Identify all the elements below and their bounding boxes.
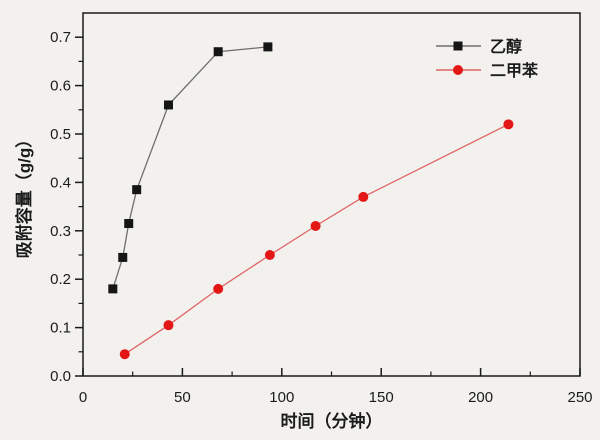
series-2-point — [358, 191, 369, 202]
y-tick-label: 0.5 — [50, 126, 71, 143]
x-tick-label: 0 — [79, 389, 87, 406]
y-tick-label: 0.0 — [50, 368, 71, 385]
series-2-point — [119, 349, 130, 360]
x-tick-label: 200 — [468, 389, 493, 406]
legend-label: 二甲苯 — [490, 61, 539, 80]
x-tick-label: 150 — [369, 389, 394, 406]
series-1-point — [132, 185, 142, 195]
x-tick-label: 50 — [174, 389, 191, 406]
legend-square-marker-icon — [453, 41, 463, 51]
series-2-point — [264, 250, 275, 260]
series-1-point — [263, 42, 273, 52]
series-1-point — [118, 252, 128, 262]
series-1-point — [213, 47, 223, 57]
y-tick-label: 0.2 — [50, 271, 71, 288]
x-tick-label: 100 — [269, 389, 294, 406]
y-axis-title: 吸附容量（g/g） — [14, 131, 34, 259]
y-tick-label: 0.3 — [50, 223, 71, 240]
x-axis-title: 时间（分钟） — [281, 411, 383, 431]
series-2-point — [503, 119, 514, 130]
y-tick-label: 0.4 — [50, 174, 71, 191]
legend-circle-marker-icon — [453, 65, 463, 75]
x-tick-label: 250 — [567, 389, 592, 406]
series-2-point — [310, 220, 321, 231]
series-2-point — [213, 283, 224, 294]
series-1-point — [163, 100, 173, 110]
series-2-point — [163, 320, 174, 331]
legend-label: 乙醇 — [490, 37, 522, 56]
y-tick-label: 0.1 — [50, 320, 71, 337]
y-tick-label: 0.7 — [50, 29, 71, 46]
y-tick-label: 0.6 — [50, 78, 71, 95]
series-1-point — [108, 284, 118, 294]
series-1-point — [124, 219, 134, 229]
